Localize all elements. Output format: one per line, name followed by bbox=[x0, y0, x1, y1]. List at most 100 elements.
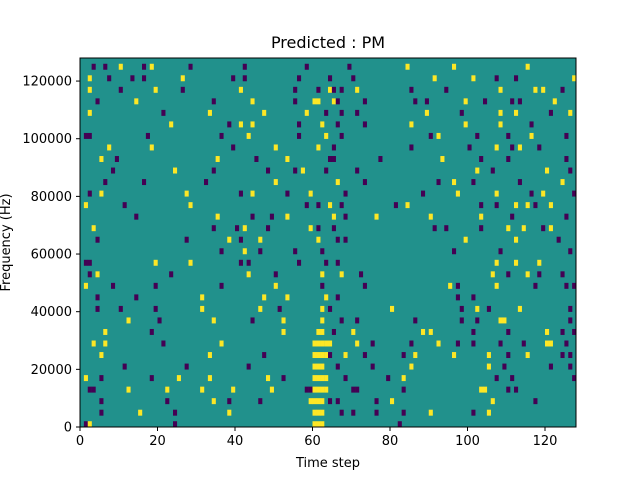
heatmap-cell bbox=[324, 132, 329, 139]
heatmap-cell bbox=[421, 190, 426, 197]
heatmap-cell bbox=[475, 167, 480, 174]
heatmap-cell bbox=[331, 98, 336, 105]
heatmap-cell bbox=[87, 190, 92, 197]
heatmap-cell bbox=[161, 109, 166, 116]
heatmap-cell bbox=[475, 305, 480, 312]
heatmap-cell bbox=[300, 167, 305, 174]
heatmap-cell bbox=[324, 167, 329, 174]
heatmap-cell bbox=[169, 271, 174, 278]
heatmap-cell bbox=[273, 179, 278, 186]
heatmap-cell bbox=[359, 271, 364, 278]
heatmap-cell bbox=[386, 375, 391, 382]
heatmap-cell bbox=[258, 398, 263, 405]
heatmap-cell bbox=[510, 144, 515, 151]
heatmap-cell bbox=[188, 63, 193, 70]
heatmap-cell bbox=[149, 63, 154, 70]
heatmap-cell bbox=[572, 375, 577, 382]
heatmap-cell bbox=[111, 167, 116, 174]
heatmap-cell bbox=[409, 144, 414, 151]
heatmap-cell bbox=[432, 75, 437, 82]
heatmap-cell bbox=[498, 317, 503, 324]
heatmap-cell bbox=[145, 132, 150, 139]
heatmap-cell bbox=[153, 282, 158, 289]
heatmap-cell bbox=[545, 340, 550, 347]
heatmap-cell bbox=[262, 352, 267, 359]
heatmap-cell bbox=[242, 63, 247, 70]
heatmap-cell bbox=[285, 190, 290, 197]
y-tick-label: 100000 bbox=[22, 132, 72, 147]
heatmap-cell bbox=[560, 352, 565, 359]
heatmap-cell bbox=[242, 248, 247, 255]
heatmap-cell bbox=[320, 340, 325, 347]
heatmap-cell bbox=[87, 259, 92, 266]
heatmap-cell bbox=[564, 156, 569, 162]
heatmap-cell bbox=[471, 340, 476, 347]
heatmap-cell bbox=[118, 305, 123, 312]
heatmap-cell bbox=[409, 340, 414, 347]
x-axis: 0 20 40 60 80 100 120 bbox=[76, 427, 557, 449]
heatmap-cell bbox=[355, 86, 360, 93]
heatmap-cell bbox=[304, 109, 309, 116]
heatmap-cell bbox=[335, 179, 340, 186]
heatmap-cell bbox=[118, 63, 123, 70]
heatmap-cell bbox=[343, 375, 348, 382]
x-tick-label: 0 bbox=[76, 434, 84, 449]
heatmap-cell bbox=[250, 121, 255, 128]
heatmap-cell bbox=[211, 317, 216, 324]
heatmap-cell bbox=[324, 109, 329, 116]
heatmap-cell bbox=[320, 121, 325, 128]
heatmap-cell bbox=[320, 282, 325, 289]
heatmap-cell bbox=[370, 340, 375, 347]
heatmap-cell bbox=[517, 305, 522, 312]
heatmap-cell bbox=[335, 259, 340, 266]
heatmap-cell bbox=[211, 225, 216, 232]
heatmap-cell bbox=[494, 75, 499, 82]
heatmap-cell bbox=[498, 86, 503, 93]
x-axis-label: Time step bbox=[295, 456, 360, 471]
plot-background bbox=[80, 58, 576, 427]
heatmap-cell bbox=[246, 259, 251, 266]
heatmap-cell bbox=[510, 213, 515, 220]
heatmap-cell bbox=[494, 259, 499, 266]
heatmap-cell bbox=[335, 236, 340, 243]
heatmap-cell bbox=[560, 328, 565, 335]
heatmap-cell bbox=[130, 75, 135, 82]
heatmap-cell bbox=[479, 386, 484, 393]
heatmap-cell bbox=[99, 375, 104, 382]
heatmap-cell bbox=[122, 202, 127, 209]
heatmap-cell bbox=[142, 63, 147, 70]
heatmap-cell bbox=[421, 328, 426, 335]
heatmap-cell bbox=[312, 409, 317, 416]
y-axis: 0 20000 40000 60000 80000 100000 120000 bbox=[22, 75, 80, 436]
heatmap-cell bbox=[479, 225, 484, 232]
heatmap-cell bbox=[184, 190, 189, 197]
heatmap-cell bbox=[564, 213, 569, 220]
heatmap-cell bbox=[409, 86, 414, 93]
heatmap-cell bbox=[258, 305, 263, 312]
heatmap-cell bbox=[149, 328, 154, 335]
heatmap-cell bbox=[471, 179, 476, 186]
heatmap-cell bbox=[242, 75, 247, 82]
heatmap-cell bbox=[184, 236, 189, 243]
heatmap-cell bbox=[157, 317, 162, 324]
heatmap-cell bbox=[200, 386, 205, 393]
heatmap-cell bbox=[258, 248, 263, 255]
heatmap-cell bbox=[328, 305, 333, 312]
heatmap-cell bbox=[471, 328, 476, 335]
heatmap-cell bbox=[339, 271, 344, 278]
heatmap-cell bbox=[118, 86, 123, 93]
heatmap-cell bbox=[331, 328, 336, 335]
heatmap-cell bbox=[266, 167, 271, 174]
heatmap-cell bbox=[173, 409, 178, 416]
plot-area bbox=[79, 57, 577, 428]
heatmap-cell bbox=[227, 409, 232, 416]
heatmap-cell bbox=[87, 109, 92, 116]
heatmap-cell bbox=[343, 352, 348, 359]
heatmap-cell bbox=[351, 409, 356, 416]
heatmap-cell bbox=[436, 340, 441, 347]
heatmap-cell bbox=[188, 202, 193, 209]
heatmap-cell bbox=[393, 202, 398, 209]
heatmap-cell bbox=[227, 121, 232, 128]
heatmap-cell bbox=[95, 236, 100, 243]
heatmap-cell bbox=[452, 352, 457, 359]
